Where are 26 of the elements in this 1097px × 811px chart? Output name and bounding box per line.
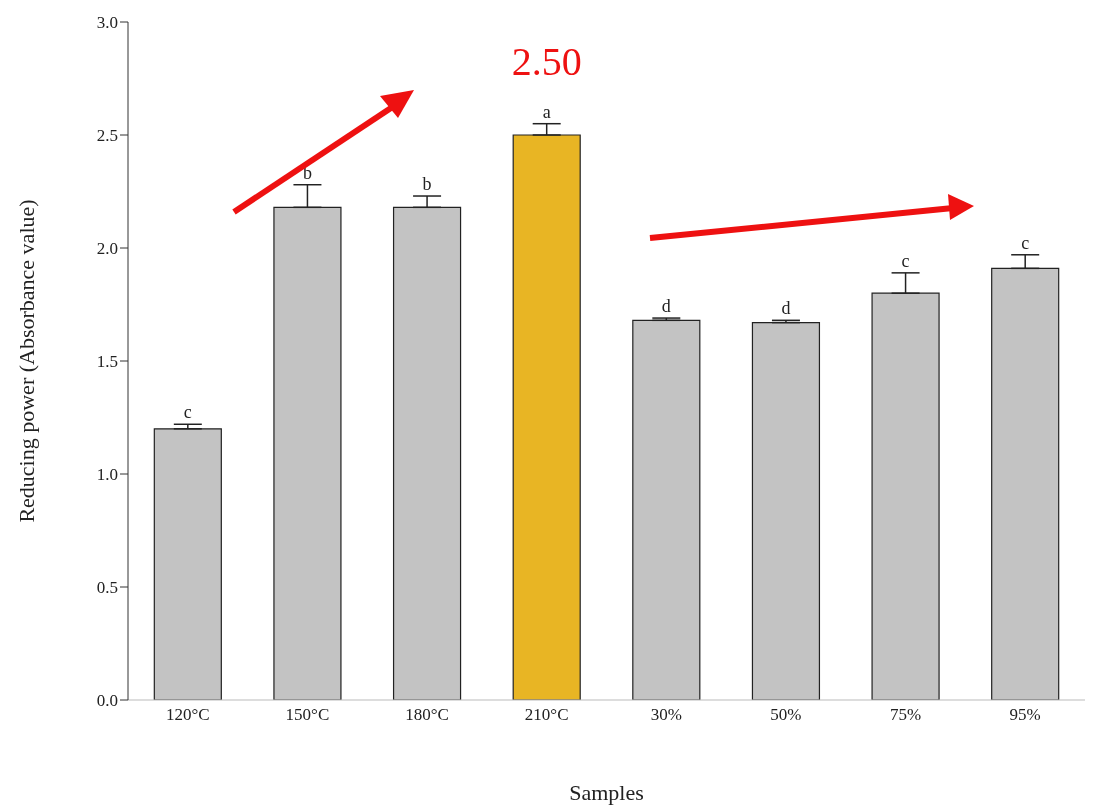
y-tick-label: 1.0 — [96, 465, 118, 485]
y-tick-label: 2.0 — [96, 239, 118, 259]
y-tick-label: 0.0 — [96, 691, 118, 711]
annotation: d — [661, 296, 671, 317]
annotation: c — [901, 250, 910, 271]
annotation: d — [781, 298, 791, 319]
x-tick-label: 30% — [650, 705, 682, 725]
y-axis-title: Reducing power (Absorbance value) — [13, 199, 39, 523]
x-tick-label: 210°C — [524, 705, 569, 725]
y-tick-label: 0.5 — [96, 578, 118, 598]
x-tick-label: 95% — [1009, 705, 1041, 725]
annotation: a — [542, 101, 551, 122]
annotation: c — [183, 402, 192, 423]
x-tick-label: 180°C — [405, 705, 449, 725]
annotation: b — [422, 174, 432, 195]
x-axis-title: Samples — [569, 780, 644, 805]
bar — [512, 134, 581, 700]
y-tick-label: 3.0 — [96, 13, 118, 33]
data-label: 2.50 — [511, 39, 582, 84]
x-tick-label: 150°C — [285, 705, 330, 725]
annotation: c — [1021, 232, 1030, 253]
y-tick-label: 2.5 — [96, 126, 118, 146]
x-tick-label: 50% — [770, 705, 802, 725]
y-tick-label: 1.5 — [96, 352, 118, 372]
x-tick-label: 120°C — [165, 705, 210, 725]
x-tick-label: 75% — [889, 705, 922, 725]
